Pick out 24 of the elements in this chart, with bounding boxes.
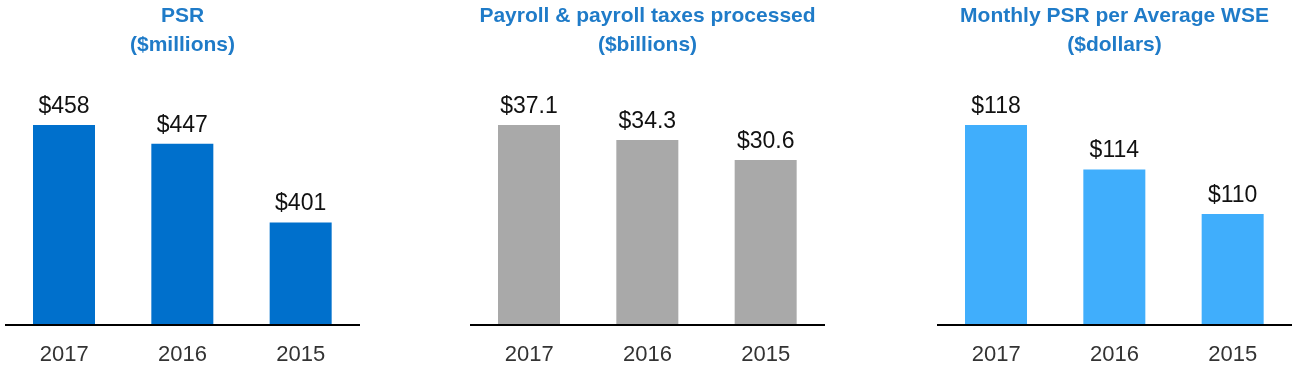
x-tick-label: 2015 (276, 340, 326, 366)
x-tick-label: 2015 (1208, 340, 1258, 366)
data-label: $37.1 (500, 92, 558, 118)
chart-title: Payroll & payroll taxes processed (478, 2, 817, 28)
chart-title: PSR (159, 2, 206, 28)
x-tick-label: 2017 (971, 340, 1021, 366)
data-label: $447 (156, 110, 208, 137)
x-tick-label: 2017 (504, 340, 554, 366)
data-label: $401 (275, 189, 327, 216)
data-label: $458 (38, 92, 90, 118)
data-label: $34.3 (618, 107, 677, 134)
chart-subtitle: ($dollars) (1066, 31, 1163, 57)
x-tick-label: 2016 (158, 340, 207, 366)
data-label: $114 (1089, 136, 1140, 163)
data-label: $110 (1207, 180, 1258, 207)
chart-subtitle: ($billions) (596, 31, 699, 57)
x-tick-label: 2016 (1090, 340, 1139, 366)
x-tick-label: 2016 (623, 340, 672, 366)
data-label: $30.6 (736, 127, 795, 154)
x-tick-label: 2017 (39, 340, 89, 366)
chart-title: Monthly PSR per Average WSE (959, 2, 1270, 28)
x-tick-label: 2015 (741, 340, 791, 366)
data-label: $118 (971, 92, 1021, 118)
chart-subtitle: ($millions) (129, 31, 236, 57)
